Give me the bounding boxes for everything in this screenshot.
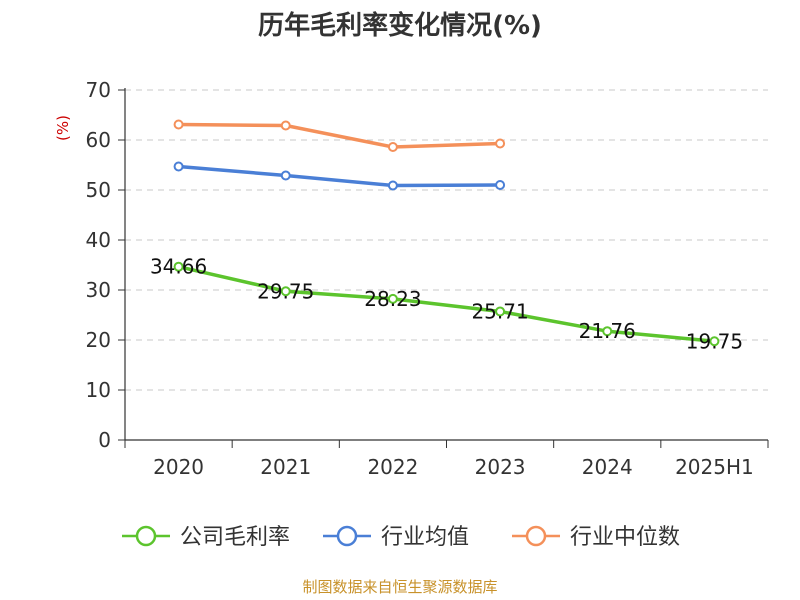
legend-marker xyxy=(135,525,157,547)
legend: 公司毛利率 行业均值 行业中位数 xyxy=(122,525,680,550)
grid-lines xyxy=(125,89,768,391)
data-point xyxy=(173,261,184,272)
data-point xyxy=(495,306,506,317)
y-axis-label: (%) xyxy=(54,115,72,141)
legend-marker xyxy=(336,525,358,547)
data-label: 21.76 xyxy=(579,319,636,343)
x-tick-label: 2021 xyxy=(260,455,311,479)
legend-label: 行业中位数 xyxy=(570,525,680,550)
data-point xyxy=(173,161,184,172)
data-label: 34.66 xyxy=(150,255,207,279)
series-0 xyxy=(173,261,720,347)
y-tick-label: 70 xyxy=(86,78,111,102)
y-tick-label: 60 xyxy=(86,128,111,152)
data-point xyxy=(495,138,506,149)
chart-title: 历年毛利率变化情况(%) xyxy=(258,10,542,41)
series-1 xyxy=(173,161,506,191)
x-tick-label: 2024 xyxy=(582,455,633,479)
legend-item: 行业均值 xyxy=(323,525,469,550)
series-layer xyxy=(173,119,720,347)
legend-item: 行业中位数 xyxy=(512,525,680,550)
data-point xyxy=(602,326,613,337)
x-tick-labels: 2020 2021 2022 2023 2024 2025H1 xyxy=(153,455,754,479)
data-point xyxy=(495,180,506,190)
data-label: 28.23 xyxy=(364,287,421,311)
data-point xyxy=(280,120,291,131)
series-line xyxy=(176,164,502,188)
y-tick-label: 0 xyxy=(98,428,111,452)
y-tick-label: 40 xyxy=(86,228,111,252)
data-point xyxy=(280,170,291,181)
data-point xyxy=(387,293,398,304)
source-note: 制图数据来自恒生聚源数据库 xyxy=(302,578,497,596)
axes xyxy=(118,88,769,448)
data-label: 19.75 xyxy=(686,329,743,353)
data-point xyxy=(387,142,398,152)
legend-label: 行业均值 xyxy=(381,525,469,550)
x-tick-label: 2020 xyxy=(153,455,204,479)
y-tick-label: 50 xyxy=(86,178,111,202)
legend-marker xyxy=(525,525,547,547)
x-tick-label: 2025H1 xyxy=(675,455,754,479)
y-tick-label: 20 xyxy=(86,328,111,352)
data-labels: 34.66 29.75 28.23 25.71 21.76 19.75 xyxy=(150,255,743,354)
y-tick-label: 10 xyxy=(86,378,111,402)
legend-item: 公司毛利率 xyxy=(122,525,290,550)
data-point xyxy=(387,180,398,191)
data-label: 25.71 xyxy=(471,299,528,323)
series-line xyxy=(176,122,502,149)
data-label: 29.75 xyxy=(257,279,314,303)
y-tick-labels: 0 10 20 30 40 50 60 70 xyxy=(86,78,111,452)
series-2 xyxy=(173,119,506,152)
data-point xyxy=(709,336,720,347)
y-tick-label: 30 xyxy=(86,278,111,302)
series-line xyxy=(176,264,717,343)
data-point xyxy=(280,286,291,297)
legend-label: 公司毛利率 xyxy=(180,525,290,550)
x-tick-label: 2023 xyxy=(475,455,526,479)
data-point xyxy=(173,119,184,130)
x-tick-label: 2022 xyxy=(367,455,418,479)
